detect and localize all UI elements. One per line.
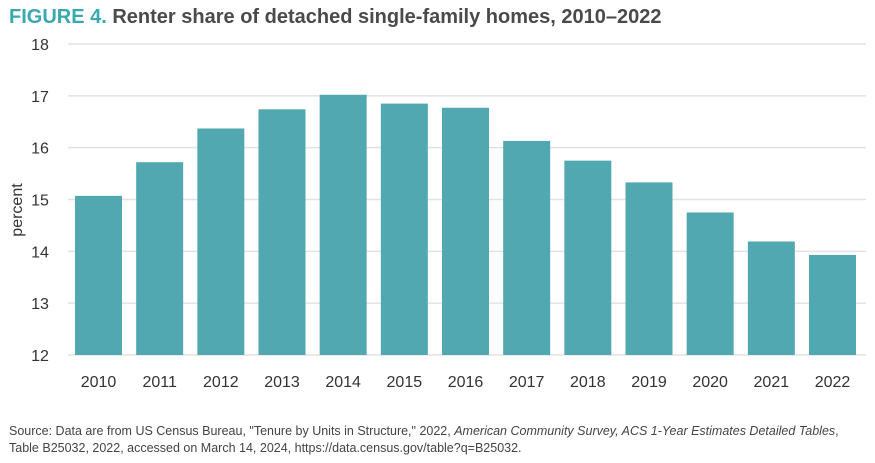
x-tick-label: 2011 bbox=[142, 374, 177, 391]
bars bbox=[75, 94, 856, 356]
y-tick-label: 17 bbox=[31, 89, 49, 106]
source-italic: American Community Survey, ACS 1-Year Es… bbox=[454, 424, 836, 438]
y-tick-label: 14 bbox=[31, 244, 49, 261]
x-tick-label: 2018 bbox=[570, 374, 606, 391]
y-tick-label: 16 bbox=[31, 141, 49, 158]
bar-2015 bbox=[380, 103, 428, 355]
bar-2019 bbox=[625, 182, 673, 355]
bar-2011 bbox=[136, 162, 184, 355]
x-tick-label: 2019 bbox=[631, 374, 667, 391]
source-text-2: , Table B25032, 2022, accessed on March … bbox=[9, 424, 839, 455]
x-tick-label: 2010 bbox=[81, 374, 117, 391]
chart-title: FIGURE 4. Renter share of detached singl… bbox=[9, 6, 661, 29]
bar-2013 bbox=[258, 109, 306, 355]
figure-label: FIGURE 4. bbox=[9, 6, 107, 28]
x-tick-label: 2013 bbox=[264, 374, 300, 391]
x-tick-label: 2020 bbox=[692, 374, 728, 391]
bar-2021 bbox=[747, 241, 795, 355]
x-tick-labels: 2010 2011 2012 2013 2014 2015 2016 2017 2018 2019… bbox=[81, 374, 851, 391]
y-axis-label: percent bbox=[9, 183, 26, 237]
y-tick-label: 15 bbox=[31, 193, 49, 210]
bar-2010 bbox=[75, 195, 122, 355]
figure-title: Renter share of detached single-family h… bbox=[112, 6, 662, 28]
x-tick-label: 2021 bbox=[754, 374, 790, 391]
source-note: Source: Data are from US Census Bureau, … bbox=[9, 423, 869, 457]
bar-2014 bbox=[319, 94, 367, 356]
y-tick-label: 13 bbox=[31, 296, 49, 313]
source-text-1: Source: Data are from US Census Bureau, … bbox=[9, 424, 455, 438]
x-tick-label: 2015 bbox=[387, 374, 423, 391]
y-tick-label: 18 bbox=[31, 37, 49, 54]
bar-2017 bbox=[503, 140, 551, 355]
bar-2012 bbox=[197, 128, 245, 355]
bar-2020 bbox=[686, 212, 734, 355]
y-tick-label: 12 bbox=[31, 348, 49, 365]
x-tick-label: 2016 bbox=[448, 374, 484, 391]
bar-2022 bbox=[809, 254, 856, 355]
x-tick-label: 2022 bbox=[815, 374, 851, 391]
x-tick-label: 2012 bbox=[203, 374, 239, 391]
x-tick-label: 2014 bbox=[325, 374, 361, 391]
x-tick-label: 2017 bbox=[509, 374, 545, 391]
bar-2016 bbox=[442, 107, 489, 355]
y-tick-labels: 12 13 14 15 16 17 18 bbox=[31, 37, 49, 365]
bar-2018 bbox=[564, 160, 612, 355]
